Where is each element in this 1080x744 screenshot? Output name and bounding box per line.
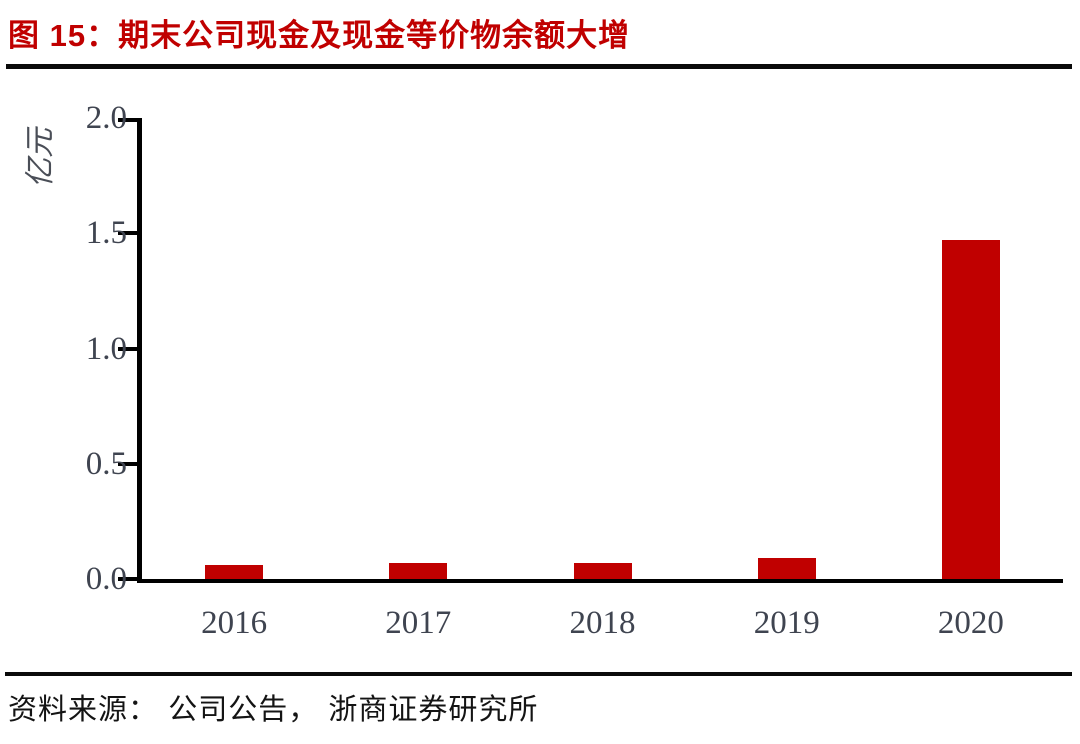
bar-2020 (941, 240, 1000, 579)
y-tick-label: 0.5 (85, 445, 127, 482)
x-tick-label: 2016 (201, 605, 268, 641)
title-divider (6, 64, 1072, 69)
x-tick-label: 2020 (937, 605, 1004, 641)
y-tick-label: 2.0 (85, 100, 127, 136)
x-tick-label: 2018 (569, 605, 636, 641)
source-divider (5, 672, 1072, 676)
y-tick-label: 0.0 (85, 561, 127, 597)
bar-2016 (205, 565, 264, 579)
bar-2017 (389, 562, 448, 579)
y-tick-label: 1.5 (85, 215, 127, 252)
bar-2018 (573, 562, 632, 579)
source-note: 资料来源： 公司公告， 浙商证券研究所 (8, 692, 539, 726)
x-tick-label: 2019 (753, 605, 820, 641)
y-tick-mark (118, 461, 137, 466)
bar-2019 (757, 558, 816, 579)
y-tick-mark (118, 346, 137, 351)
x-tick-label: 2017 (385, 605, 452, 641)
y-tick-label: 1.0 (85, 330, 127, 367)
y-tick-mark (118, 118, 137, 122)
figure-title: 图 15：期末公司现金及现金等价物余额大增 (8, 18, 631, 53)
y-tick-mark (118, 231, 137, 236)
plot-area (118, 118, 1063, 583)
y-tick-mark (118, 577, 137, 581)
